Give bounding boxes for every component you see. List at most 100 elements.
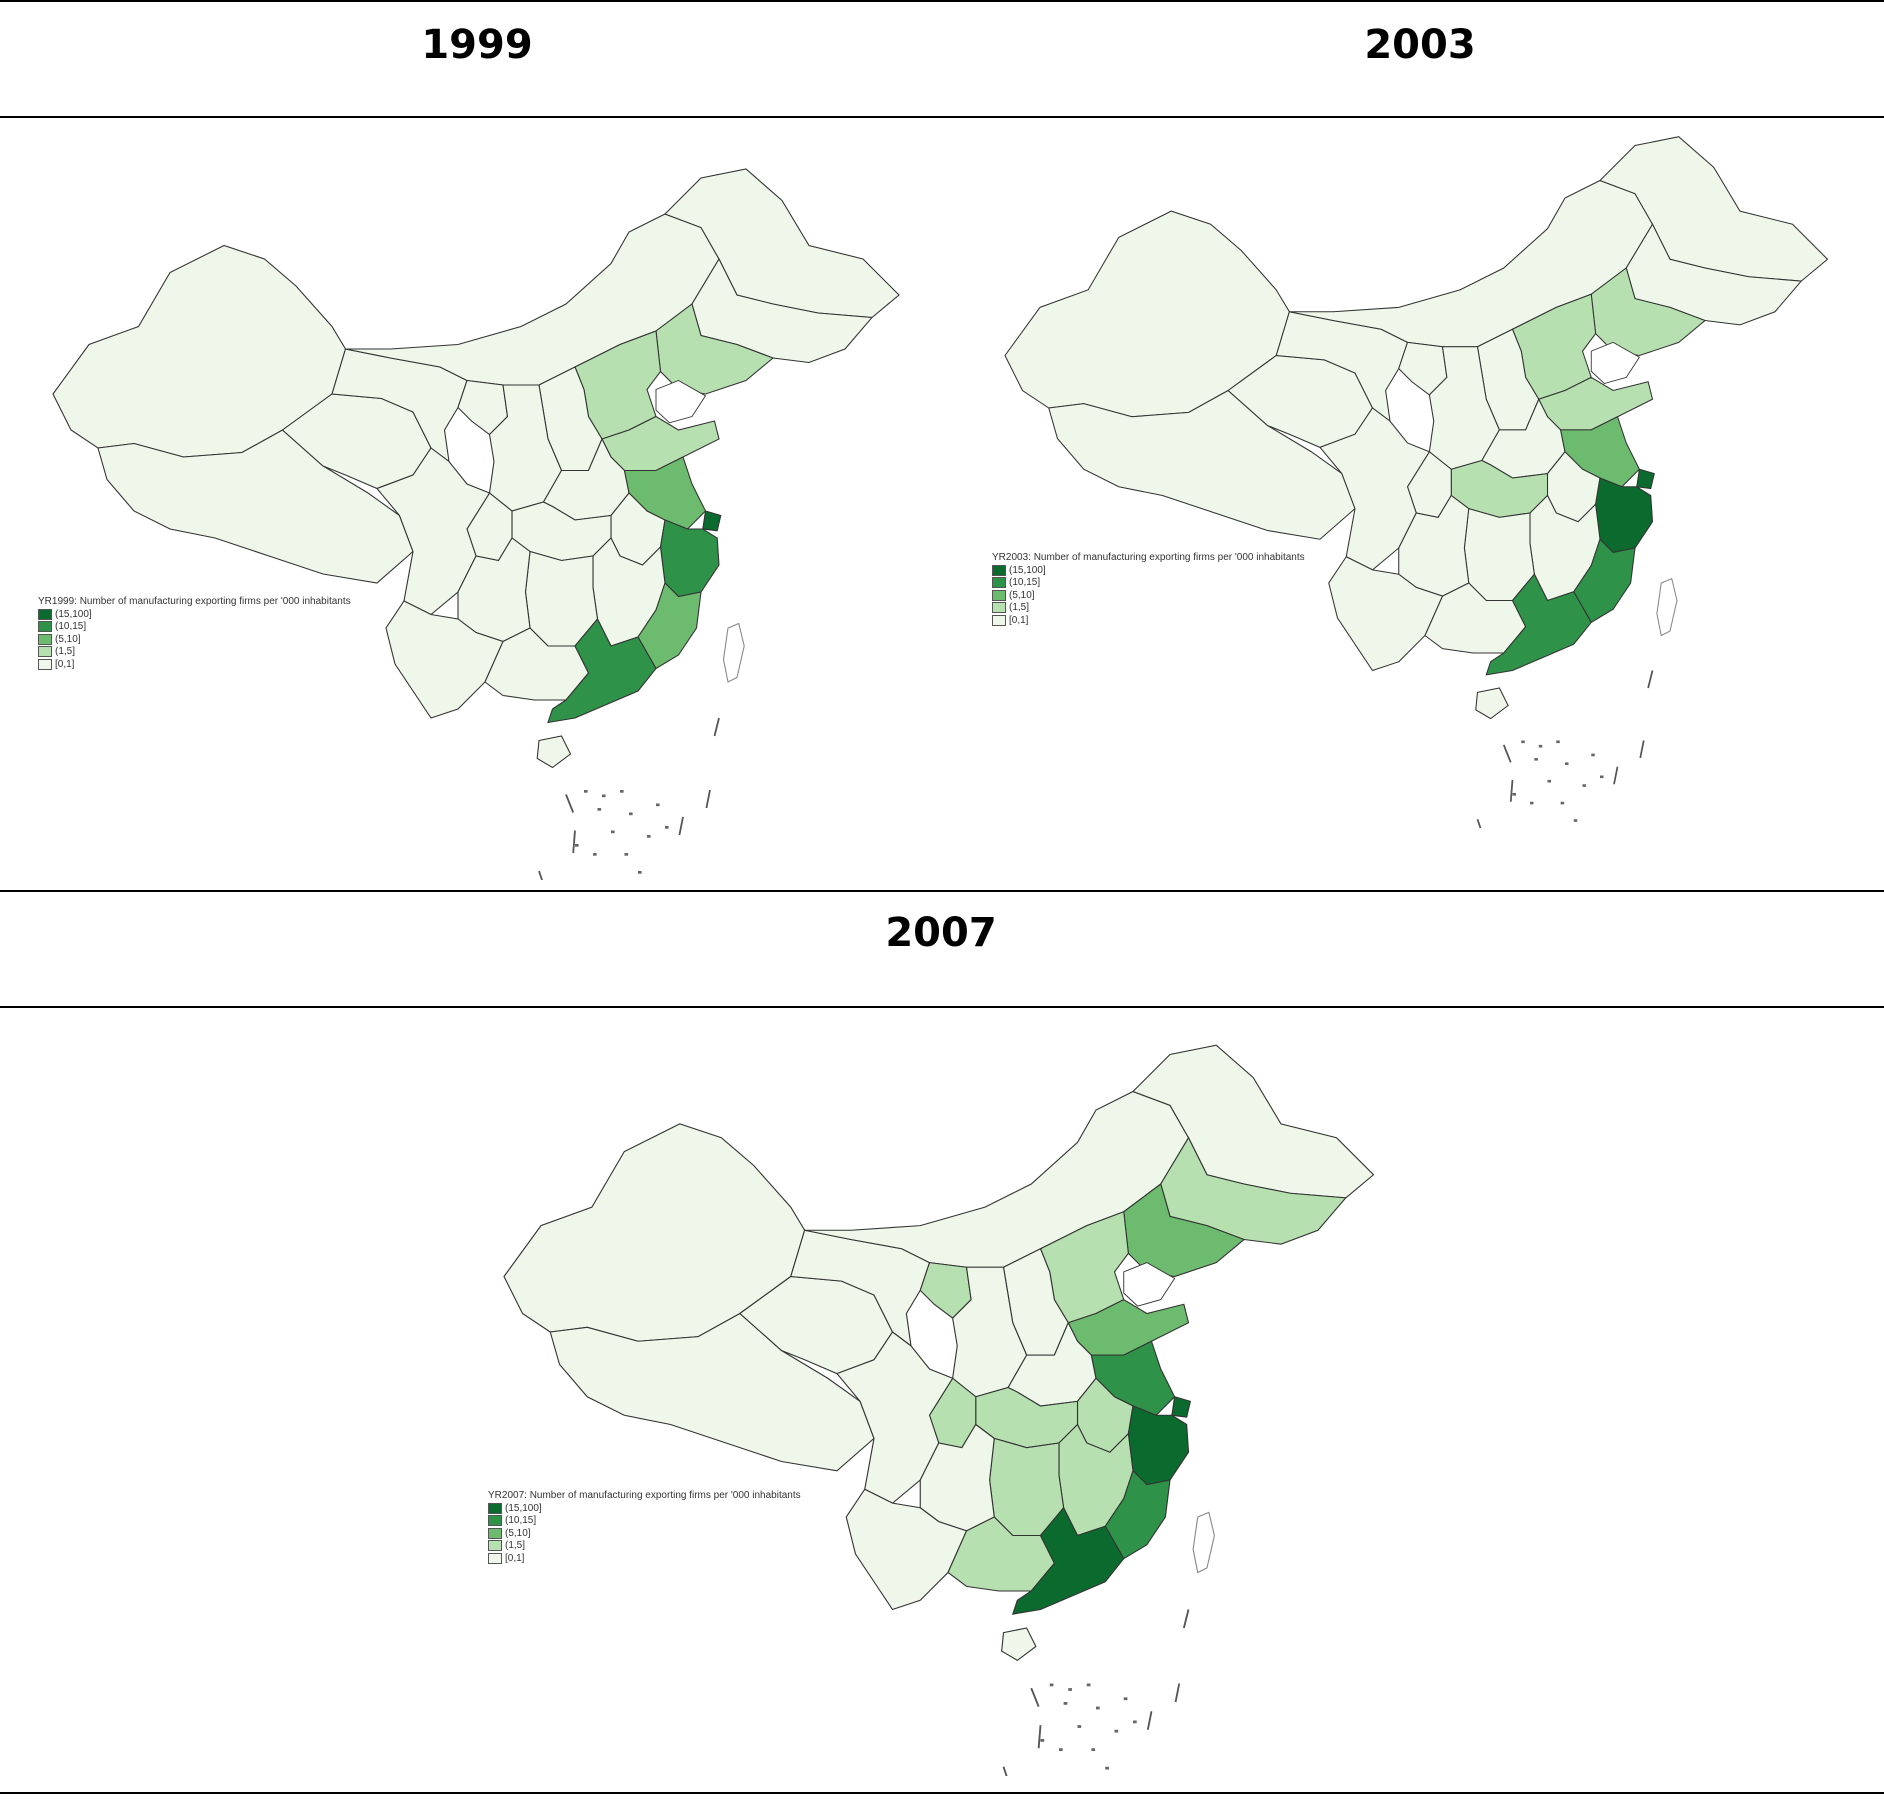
- island-speck: [1068, 1688, 1072, 1691]
- island-speck: [1114, 1729, 1119, 1733]
- nine-dash-segment: [1030, 1687, 1040, 1707]
- nine-dash-segment: [1502, 744, 1512, 763]
- province-yunnan: [845, 1488, 968, 1611]
- bohai-sea: [1123, 1262, 1176, 1307]
- province-yunnan: [1328, 556, 1444, 672]
- legend-swatch: [38, 633, 52, 645]
- province-zhejiang: [659, 519, 720, 598]
- island-speck: [1534, 758, 1538, 761]
- rule-top: [0, 0, 1884, 2]
- legend-label: (15,100]: [55, 608, 92, 620]
- legend-entry: (1,5]: [38, 646, 351, 659]
- legend-swatch: [992, 602, 1006, 614]
- island-speck: [1538, 744, 1543, 748]
- island-speck: [1063, 1702, 1068, 1705]
- island-speck: [1530, 801, 1534, 805]
- province-hainan: [1475, 687, 1509, 720]
- legend-swatch: [992, 614, 1006, 626]
- legend-2007: YR2007: Number of manufacturing exportin…: [488, 1490, 801, 1565]
- island-speck: [629, 812, 633, 816]
- choropleth-map-2003: [1004, 136, 1829, 828]
- legend-swatch: [488, 1515, 502, 1527]
- nine-dash-segment: [705, 789, 711, 809]
- island-speck: [1040, 1739, 1045, 1742]
- rule-bottom: [0, 1792, 1884, 1794]
- taiwan-outline: [1656, 577, 1678, 637]
- legend-entry: (5,10]: [992, 589, 1305, 602]
- legend-2003: YR2003: Number of manufacturing exportin…: [992, 552, 1305, 627]
- nine-dash-segment: [1002, 1766, 1008, 1776]
- legend-entry: (15,100]: [992, 564, 1305, 577]
- island-speck: [1582, 784, 1586, 787]
- island-speck: [1591, 753, 1595, 757]
- island-speck: [1091, 1748, 1096, 1752]
- legend-label: [0,1]: [1009, 614, 1029, 626]
- choropleth-map-1999: [52, 168, 900, 880]
- legend-label: (5,10]: [1009, 589, 1035, 601]
- island-speck: [638, 871, 642, 874]
- rule-below-header-1: [0, 116, 1884, 118]
- taiwan-outline: [722, 622, 745, 683]
- legend-label: (10,15]: [1009, 577, 1041, 589]
- island-speck: [624, 853, 629, 856]
- taiwan-outline: [1192, 1511, 1215, 1574]
- island-speck: [602, 794, 606, 798]
- nine-dash-segment: [1647, 670, 1654, 689]
- province-liaoning: [1590, 267, 1707, 357]
- legend-swatch: [38, 608, 52, 620]
- legend-label: (1,5]: [1009, 602, 1030, 614]
- legend-entry: (10,15]: [992, 577, 1305, 590]
- nine-dash-segment: [1174, 1683, 1181, 1703]
- legend-entry: (5,10]: [488, 1527, 801, 1540]
- province-sichuan: [836, 1331, 954, 1504]
- island-speck: [1105, 1766, 1109, 1770]
- province-fujian: [637, 582, 702, 670]
- island-speck: [584, 790, 588, 793]
- rule-below-header-2: [0, 1006, 1884, 1008]
- province-liaoning: [1123, 1183, 1246, 1278]
- nine-dash-segment: [1146, 1711, 1153, 1730]
- island-speck: [1600, 775, 1604, 779]
- island-speck: [1086, 1683, 1091, 1687]
- year-title-2007: 2007: [885, 910, 997, 956]
- province-sichuan: [376, 447, 491, 616]
- island-speck: [1133, 1720, 1137, 1724]
- year-title-1999: 1999: [421, 22, 533, 68]
- legend-entry: [0,1]: [992, 614, 1305, 627]
- legend-entry: (10,15]: [38, 621, 351, 634]
- legend-entry: (1,5]: [992, 602, 1305, 615]
- legend-swatch: [488, 1502, 502, 1514]
- province-shanghai: [1171, 1396, 1192, 1418]
- legend-entry: [0,1]: [488, 1552, 801, 1565]
- island-speck: [1049, 1683, 1054, 1687]
- nine-dash-segment: [1613, 766, 1619, 785]
- island-speck: [575, 844, 579, 847]
- legend-title: YR2007: Number of manufacturing exportin…: [488, 1490, 801, 1501]
- legend-swatch: [38, 646, 52, 658]
- legend-1999: YR1999: Number of manufacturing exportin…: [38, 596, 351, 671]
- legend-rows: (15,100] (10,15] (5,10] (1,5] [0,1]: [38, 608, 351, 671]
- island-speck: [611, 830, 615, 834]
- legend-label: (15,100]: [1009, 564, 1046, 576]
- legend-swatch: [488, 1540, 502, 1552]
- province-liaoning: [655, 303, 775, 395]
- island-speck: [1573, 819, 1578, 822]
- legend-label: [0,1]: [505, 1552, 525, 1564]
- legend-label: (1,5]: [55, 646, 76, 658]
- legend-label: [0,1]: [55, 658, 75, 670]
- legend-swatch: [38, 658, 52, 670]
- province-guangdong: [547, 618, 657, 724]
- year-title-2003: 2003: [1364, 22, 1476, 68]
- province-zhejiang: [1127, 1405, 1190, 1486]
- island-speck: [1565, 762, 1569, 765]
- legend-swatch: [488, 1552, 502, 1564]
- province-shanghai: [702, 510, 722, 532]
- legend-swatch: [992, 577, 1006, 589]
- legend-rows: (15,100] (10,15] (5,10] (1,5] [0,1]: [488, 1502, 801, 1565]
- nine-dash-segment: [1037, 1725, 1042, 1749]
- island-speck: [647, 835, 651, 838]
- island-speck: [1547, 779, 1551, 783]
- nine-dash-segment: [678, 816, 684, 836]
- island-speck: [597, 808, 602, 811]
- nine-dash-segment: [538, 870, 543, 880]
